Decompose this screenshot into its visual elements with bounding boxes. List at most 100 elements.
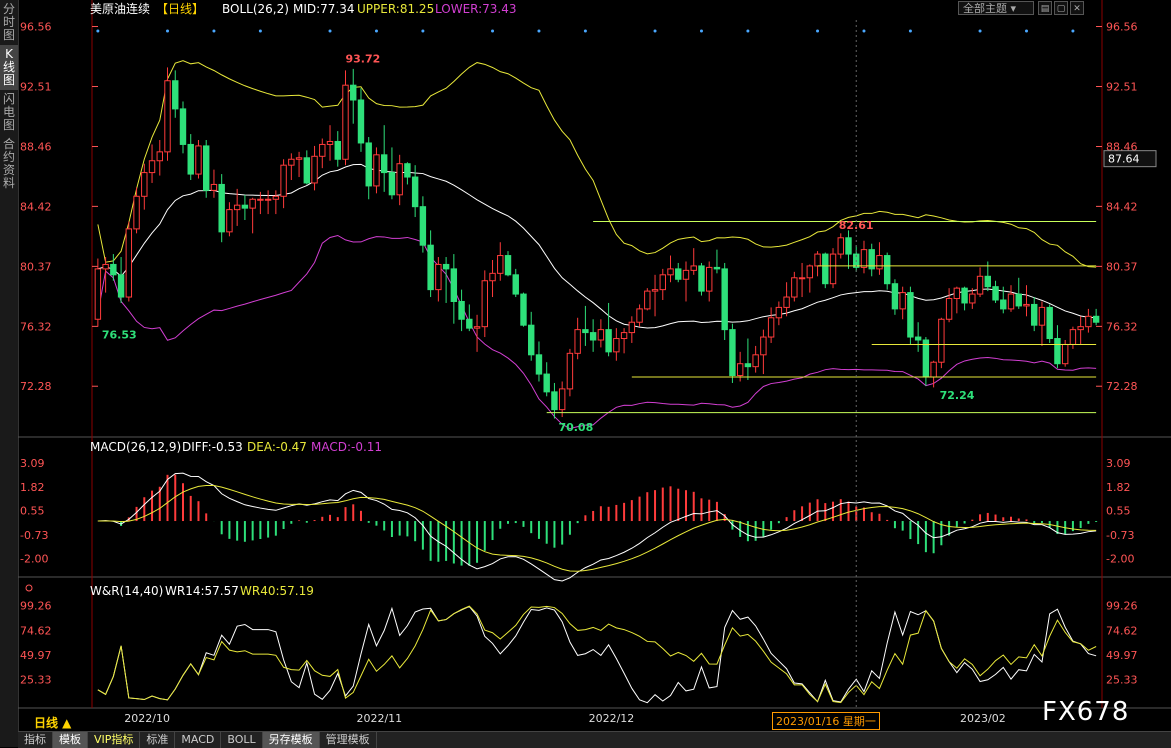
- candle-body: [520, 293, 527, 326]
- candle-body: [187, 143, 194, 175]
- candle-body: [512, 274, 519, 295]
- candle-body: [938, 318, 945, 363]
- candle-body: [945, 298, 953, 320]
- window-settings-button[interactable]: ▤: [1038, 1, 1052, 15]
- tab-standard[interactable]: 标准: [140, 732, 176, 748]
- window-restore-button[interactable]: ▢: [1054, 1, 1068, 15]
- current-price-box: [1103, 150, 1157, 168]
- signal-dot: [537, 29, 541, 33]
- candle-body: [876, 255, 883, 270]
- x-axis-label: 2022/11: [356, 712, 402, 725]
- price-tick-label-right: 92.51: [1106, 81, 1138, 94]
- tab-manage-template[interactable]: 管理模板: [320, 732, 377, 748]
- candle-body: [195, 145, 202, 175]
- price-tick-label-right: 76.32: [1106, 320, 1138, 333]
- macd-tick-label-right: -0.73: [1106, 529, 1134, 542]
- candle-body: [860, 249, 868, 268]
- candle-body: [620, 332, 628, 340]
- candle-body: [705, 266, 713, 292]
- wr-tick-label-right: 74.62: [1106, 624, 1138, 637]
- macd-tick-label-left: 3.09: [20, 457, 45, 470]
- period-tag: 【日线】: [156, 2, 204, 16]
- candle-body: [125, 228, 133, 298]
- wr-label: W&R(14,40): [90, 584, 163, 598]
- candle-body: [172, 80, 179, 110]
- candle-body: [334, 140, 341, 160]
- sidebar-item-timeshare[interactable]: 分时图: [2, 2, 15, 42]
- candle-body: [1015, 293, 1022, 307]
- candle-body: [628, 321, 636, 334]
- price-annotation: 72.24: [940, 389, 975, 402]
- candle-body: [249, 198, 256, 209]
- candle-body: [1023, 303, 1030, 307]
- candle-body: [829, 253, 837, 285]
- x-axis-label: 2022/12: [589, 712, 635, 725]
- tab-boll[interactable]: BOLL: [221, 732, 263, 748]
- candle-body: [497, 255, 504, 274]
- candle-body: [264, 198, 272, 201]
- signal-dot: [746, 29, 750, 33]
- boll-lower-line: [97, 234, 1097, 430]
- candle-body: [822, 253, 829, 285]
- wr14-line: [97, 605, 1097, 704]
- candle-body: [164, 80, 171, 153]
- sidebar-item-kline[interactable]: K线图: [0, 45, 18, 90]
- signal-dot: [328, 29, 332, 33]
- candle-body: [721, 268, 728, 331]
- price-tick-label-right: 84.42: [1106, 200, 1138, 213]
- candle-body: [597, 329, 605, 341]
- theme-select[interactable]: 全部主题 ▾: [958, 1, 1034, 15]
- price-tick-label-left: 92.51: [20, 81, 52, 94]
- candle-body: [667, 268, 674, 276]
- tab-template[interactable]: 模板: [53, 732, 88, 748]
- candle-body: [419, 206, 427, 246]
- candle-body: [148, 160, 156, 174]
- candle-body: [984, 275, 992, 288]
- candle-body: [404, 163, 411, 178]
- wr-tick-label-right: 99.26: [1106, 600, 1138, 613]
- indicator-settings-icon: [25, 584, 33, 592]
- price-annotation: 70.08: [558, 421, 593, 434]
- window-close-button[interactable]: ✕: [1070, 1, 1084, 15]
- sidebar-item-contract[interactable]: 合约资料: [2, 137, 15, 190]
- macd-tick-label-left: 1.82: [20, 481, 45, 494]
- tab-save-template[interactable]: 另存模板: [262, 732, 320, 748]
- candle-body: [257, 198, 264, 201]
- candle-body: [342, 84, 349, 160]
- candle-body: [883, 255, 891, 285]
- price-tick-label-left: 72.28: [20, 380, 52, 393]
- period-selector[interactable]: 日线 ▲: [34, 716, 72, 730]
- price-tick-label-left: 96.56: [20, 21, 52, 34]
- candle-body: [613, 338, 620, 353]
- candle-body: [311, 155, 318, 184]
- candle-body: [396, 163, 403, 196]
- signal-dot: [699, 29, 703, 33]
- macd-tick-label-right: 0.55: [1106, 505, 1131, 518]
- candle-body: [280, 164, 287, 197]
- price-annotation: 76.53: [102, 328, 137, 341]
- candle-body: [295, 157, 303, 160]
- candle-body: [837, 237, 844, 255]
- signal-dot: [491, 29, 495, 33]
- candle-body: [442, 263, 450, 270]
- bottom-tab-bar: 指标 模板 VIP指标 标准 MACD BOLL 另存模板 管理模板: [18, 731, 1171, 748]
- x-axis-label: 2023/02: [960, 712, 1006, 725]
- candle-body: [582, 329, 589, 334]
- candle-body: [1092, 315, 1100, 323]
- tab-vip-indicator[interactable]: VIP指标: [88, 732, 141, 748]
- wr-tick-label-left: 99.26: [20, 600, 52, 613]
- watermark-logo: FX678: [1042, 697, 1130, 727]
- price-tick-label-left: 76.32: [20, 320, 52, 333]
- tab-indicator[interactable]: 指标: [18, 732, 53, 748]
- candle-body: [729, 329, 736, 377]
- candle-body: [504, 255, 512, 276]
- price-tick-label-right: 80.37: [1106, 260, 1138, 273]
- x-axis-label: 2022/10: [124, 712, 170, 725]
- sidebar-item-flash[interactable]: 闪电图: [2, 92, 15, 132]
- candle-body: [1000, 299, 1007, 310]
- tab-macd[interactable]: MACD: [175, 732, 222, 748]
- crosshair-date: 2023/01/16 星期一: [772, 712, 880, 730]
- price-tick-label-left: 88.46: [20, 141, 52, 154]
- candle-body: [899, 292, 906, 310]
